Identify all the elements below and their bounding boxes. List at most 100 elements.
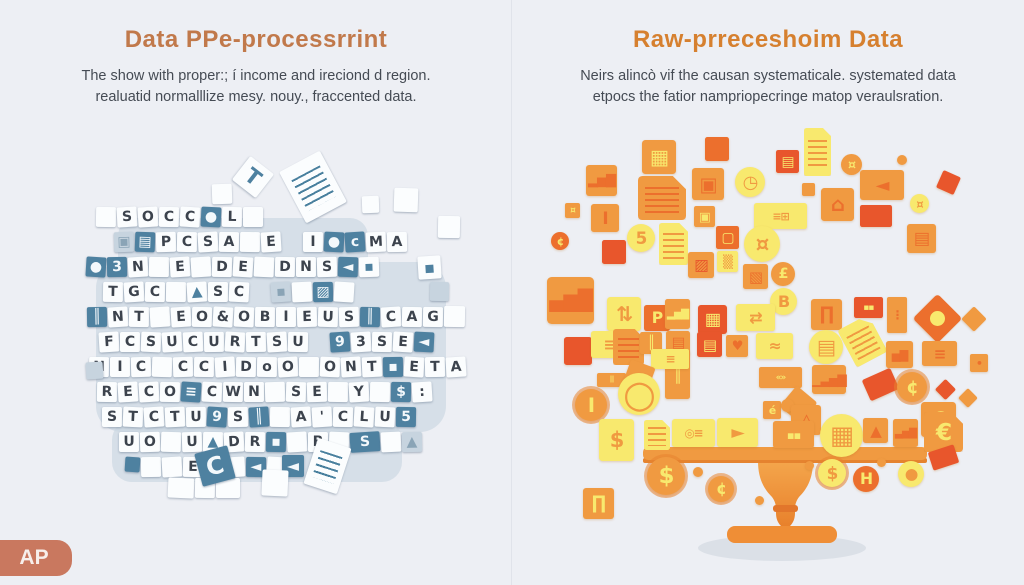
letter-tile [243, 207, 263, 227]
letter-tile: C [120, 332, 140, 352]
square-data-icon: ▂▅▇ [586, 165, 617, 196]
left-panel-subtitle: The show with proper:; í income and irec… [0, 66, 512, 108]
letter-tile: N [244, 382, 264, 402]
round-data-icon: $ [818, 459, 846, 487]
diamond-inner-blob [926, 307, 949, 330]
square-data-icon: ▪▪ [773, 421, 814, 448]
right-panel-title: Raw-prreceshoim Data [632, 26, 904, 53]
data-document-icon [613, 329, 644, 365]
right-subtitle-line-1: Neirs alincò vif the causan systematical… [580, 68, 956, 84]
table-stem [758, 461, 813, 526]
square-data-icon: ▪▪ [854, 297, 883, 318]
round-data-icon: $ [647, 457, 685, 495]
diamond-icon [934, 378, 957, 401]
round-data-icon: ¢ [551, 232, 569, 250]
square-data-icon: ▒ [717, 251, 738, 272]
right-panel-raw-data: Raw-prreceshoim Data Neirs alincò vif th… [512, 0, 1024, 585]
data-document-icon [644, 420, 670, 450]
square-data-icon: ▲ [863, 418, 888, 443]
left-panel-title: Data PPe-processrrint [124, 26, 388, 53]
ap-watermark-label: AP [19, 546, 49, 569]
document-text-lines [618, 338, 640, 360]
square-data-icon: ▤ [907, 224, 936, 253]
round-data-icon: ¢ [708, 476, 734, 502]
round-data-icon: ◷ [735, 167, 765, 197]
diamond-icon [912, 293, 963, 344]
dot-icon [781, 399, 794, 412]
dot-icon [755, 496, 764, 505]
dot-icon [877, 458, 886, 467]
round-data-icon: ▤ [809, 330, 843, 364]
square-data-icon: ▣ [692, 168, 724, 200]
data-document-icon [837, 314, 888, 368]
square-data-icon: ▦ [698, 305, 727, 334]
data-document-icon [659, 223, 688, 265]
data-document-icon [804, 128, 831, 176]
square-data-icon: ⋮ [887, 297, 907, 333]
square-data-icon [602, 240, 626, 264]
diamond-icon [961, 306, 987, 332]
square-data-icon: ▢ [716, 226, 739, 249]
right-panel-subtitle: Neirs alincò vif the causan systematical… [512, 66, 1024, 108]
round-data-icon: ▦ [820, 414, 863, 457]
table-collar [773, 505, 798, 512]
square-data-icon: ║ [640, 332, 662, 354]
square-data-icon: ≡ [922, 341, 957, 366]
round-data-icon: ● [898, 461, 924, 487]
round-data-icon: H [853, 466, 879, 492]
document-text-lines [663, 233, 683, 259]
square-data-icon: ▂▅▇ [665, 299, 690, 329]
square-data-icon: $ [599, 419, 634, 461]
letter-tile [299, 357, 319, 377]
square-data-icon: ▃▅▇ [893, 419, 918, 447]
square-data-icon: ▁▃▅▇ [812, 365, 847, 394]
square-data-icon [860, 205, 892, 227]
left-subtitle-line-1: The show with proper:; í income and irec… [81, 68, 431, 84]
letter-tile: U [119, 432, 139, 452]
square-data-icon [564, 337, 592, 365]
square-data-icon: I [591, 204, 619, 232]
square-data-icon: ≡ [651, 349, 689, 369]
letter-tile: I [110, 357, 130, 377]
document-text-lines [808, 140, 827, 169]
square-data-icon: ▤ [776, 150, 799, 173]
square-data-icon: ⌂ [821, 188, 854, 221]
diamond-inner-blob [968, 313, 980, 325]
letter-tile: I [276, 307, 296, 327]
square-data-icon: ≡⊞ [754, 203, 807, 229]
left-subtitle-line-2: realuatid normalllize mesy. nouy., fracc… [95, 89, 417, 106]
square-data-icon: ∏ [583, 488, 614, 519]
dot-icon [897, 155, 907, 165]
ap-watermark-badge: AP [0, 540, 72, 576]
square-data-icon: ▤ [697, 332, 722, 357]
square-data-icon: ¤ [565, 203, 580, 218]
document-text-lines [648, 427, 666, 445]
letter-tile: S [102, 407, 122, 427]
left-panel-data-preprocessing: Data PPe-processrrint The show with prop… [0, 26, 512, 499]
square-data-icon: ♥ [726, 335, 748, 357]
square-data-icon: ▨ [688, 252, 714, 278]
document-text-lines [847, 326, 881, 360]
round-data-icon: ¤ [910, 194, 929, 213]
square-data-icon: ▦ [642, 140, 676, 174]
square-data-icon: ▅▇ [886, 341, 913, 368]
letter-tile-mosaic: S O C C ● L ▣ ▤ P C S A E I ● c M A ● 3 N E D E D N S ◄ ▪ T G C ▲ S C ▪ ▨ ║ N T… [85, 150, 467, 499]
right-subtitle-line-2: etpocs the fatior nampriopecringe matop … [592, 89, 944, 106]
square-data-icon: ► [717, 418, 758, 447]
square-data-icon [861, 367, 900, 402]
document-text-lines [645, 187, 679, 214]
round-data-icon: ○ [618, 372, 660, 416]
square-data-icon: ║║ [597, 373, 626, 387]
square-data-icon: ⇅ [607, 297, 641, 331]
round-data-icon: £ [771, 262, 795, 286]
square-data-icon [802, 183, 815, 196]
round-data-icon: ¢ [897, 372, 927, 402]
diamond-icon [958, 388, 978, 408]
square-data-icon: «» [759, 367, 802, 388]
square-data-icon: ◄ [860, 170, 904, 200]
square-data-icon: ▣ [694, 206, 715, 227]
diamond-inner-blob [963, 393, 973, 403]
panel-divider [511, 0, 512, 585]
